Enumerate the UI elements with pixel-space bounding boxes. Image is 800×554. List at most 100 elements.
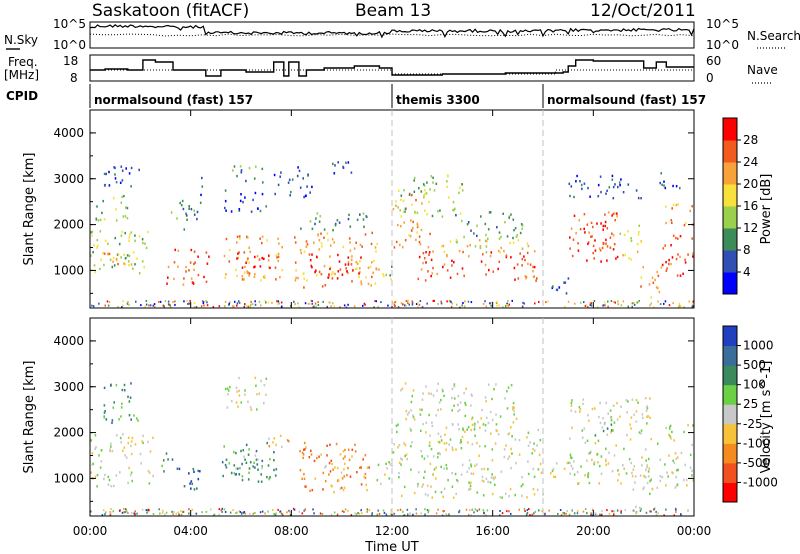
heatmap-cell (343, 486, 346, 489)
heatmap-cell (136, 257, 138, 260)
heatmap-cell (250, 408, 253, 411)
heatmap-cell (269, 476, 271, 479)
heatmap-cell (598, 464, 601, 468)
heatmap-cell (277, 255, 280, 258)
heatmap-cell (380, 301, 382, 304)
heatmap-cell (318, 220, 321, 223)
heatmap-cell (103, 404, 106, 407)
heatmap-cell (299, 248, 302, 252)
heatmap-cell (499, 415, 502, 418)
y-tick-label: 3000 (53, 380, 84, 394)
heatmap-cell (113, 484, 115, 488)
heatmap-cell (408, 193, 411, 197)
heatmap-cell (382, 273, 384, 276)
heatmap-cell (668, 258, 670, 262)
heatmap-cell (665, 205, 667, 208)
heatmap-cell (236, 235, 239, 238)
colorbar-tick-label: 100 (743, 378, 766, 392)
heatmap-cell (347, 448, 350, 451)
heatmap-cell (392, 207, 395, 211)
heatmap-cell (238, 251, 240, 254)
heatmap-cell (666, 471, 668, 474)
heatmap-cell (358, 272, 360, 275)
heatmap-cell (533, 512, 535, 515)
heatmap-cell (311, 227, 314, 230)
heatmap-cell (257, 458, 259, 461)
heatmap-cell (466, 223, 469, 226)
heatmap-cell (624, 508, 626, 511)
heatmap-cell (606, 189, 608, 192)
heatmap-cell (238, 300, 240, 303)
heatmap-cell (119, 509, 121, 512)
heatmap-cell (273, 468, 275, 472)
heatmap-cell (140, 304, 142, 307)
heatmap-cell (465, 508, 468, 511)
heatmap-cell (446, 174, 449, 177)
heatmap-cell (324, 479, 327, 483)
heatmap-cell (376, 479, 379, 482)
heatmap-cell (683, 306, 685, 309)
heatmap-cell (390, 512, 392, 515)
heatmap-cell (368, 509, 371, 512)
heatmap-cell (650, 296, 652, 299)
heatmap-cell (581, 429, 584, 432)
heatmap-cell (592, 225, 594, 229)
freq-label: Freq. (8, 55, 38, 69)
heatmap-cell (451, 423, 454, 426)
heatmap-cell (107, 483, 110, 486)
colorbar-swatch (723, 462, 737, 483)
heatmap-cell (146, 509, 149, 512)
heatmap-cell (342, 166, 345, 170)
heatmap-cell (354, 267, 357, 271)
heatmap-cell (193, 268, 195, 272)
heatmap-cell (452, 448, 454, 452)
heatmap-cell (172, 301, 174, 303)
heatmap-cell (188, 512, 190, 515)
heatmap-cell (460, 440, 462, 444)
heatmap-cell (650, 478, 652, 481)
heatmap-cell (107, 475, 110, 479)
heatmap-cell (587, 306, 589, 309)
heatmap-cell (125, 206, 127, 209)
heatmap-cell (508, 510, 510, 513)
heatmap-cell (231, 400, 233, 403)
cpid-row: CPID normalsound (fast) 157 themis 3300 no… (6, 84, 706, 108)
heatmap-cell (436, 272, 438, 276)
heatmap-cell (487, 228, 490, 231)
heatmap-cell (476, 441, 478, 445)
heatmap-cell (377, 509, 379, 512)
heatmap-cell (439, 452, 441, 456)
heatmap-cell (147, 230, 149, 234)
colorbar-swatch (723, 206, 737, 229)
heatmap-cell (167, 458, 169, 461)
heatmap-cell (432, 299, 434, 302)
heatmap-cell (616, 212, 618, 215)
heatmap-cell (552, 467, 555, 471)
heatmap-cell (432, 176, 434, 179)
heatmap-cell (308, 253, 311, 256)
heatmap-cell (689, 209, 691, 213)
heatmap-cell (526, 512, 529, 515)
heatmap-cell (338, 260, 341, 263)
heatmap-cell (446, 180, 448, 183)
heatmap-cell (120, 165, 123, 168)
heatmap-cell (675, 185, 678, 188)
heatmap-cell (517, 239, 520, 242)
heatmap-cell (96, 244, 99, 248)
heatmap-cell (425, 385, 427, 388)
heatmap-cell (643, 486, 645, 489)
heatmap-cell (116, 253, 119, 256)
heatmap-cell (605, 447, 607, 450)
heatmap-cell (350, 263, 353, 266)
heatmap-cell (188, 207, 190, 210)
heatmap-cell (290, 190, 292, 194)
heatmap-cell (458, 509, 461, 512)
heatmap-cell (165, 511, 168, 514)
heatmap-cell (580, 465, 582, 468)
heatmap-cell (445, 426, 448, 429)
heatmap-cell (624, 253, 626, 257)
heatmap-cell (296, 174, 299, 178)
heatmap-cell (342, 450, 345, 453)
colorbar-swatch (723, 423, 737, 444)
heatmap-cell (616, 509, 619, 512)
